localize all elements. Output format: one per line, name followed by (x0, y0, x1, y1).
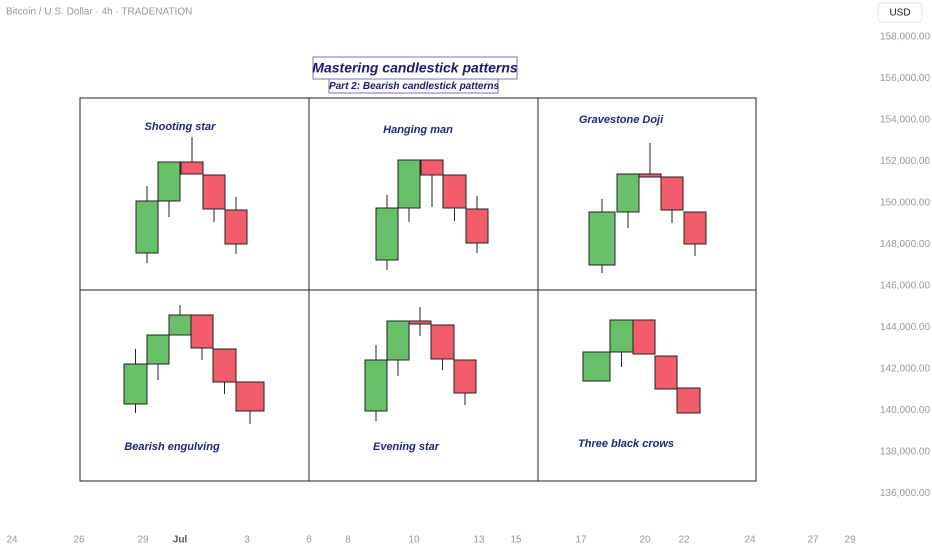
price-label: 144,000.00 (880, 322, 930, 333)
candle-body (453, 359, 477, 394)
date-label: 26 (73, 535, 85, 546)
currency[interactable]: USD (889, 8, 910, 19)
candle-body (588, 211, 616, 266)
candle-body (168, 314, 192, 336)
price-label: 148,000.00 (880, 239, 930, 250)
candle-body (397, 159, 421, 209)
candle-body (235, 381, 265, 412)
price-label: 156,000.00 (880, 73, 930, 84)
pattern-label: Bearish engulving (124, 441, 220, 453)
candle-body (676, 387, 701, 414)
date-label: 22 (678, 535, 690, 546)
symbol-header: Bitcoin / U.S. Dollar · 4h · TRADENATION (6, 7, 192, 18)
price-label: 154,000.00 (880, 115, 930, 126)
subtitle-box (328, 78, 499, 94)
date-label: 29 (844, 535, 856, 546)
candle-body (157, 161, 181, 202)
price-label: 138,000.00 (880, 447, 930, 458)
candle-body (180, 161, 204, 175)
date-label: 15 (510, 535, 522, 546)
candle-body (202, 174, 226, 210)
candle-body (430, 324, 455, 360)
candle-body (465, 208, 489, 244)
date-label: 3 (244, 535, 250, 546)
currency-box[interactable] (877, 2, 923, 23)
candle-body (408, 320, 432, 325)
pattern-label: Three black crows (578, 438, 674, 450)
date-label: 6 (306, 535, 312, 546)
date-label: 24 (6, 535, 18, 546)
date-label: 10 (408, 535, 420, 546)
date-label: 20 (639, 535, 651, 546)
date-label: 27 (807, 535, 819, 546)
pattern-label: Hanging man (383, 124, 453, 136)
candle-body (638, 173, 662, 178)
candle-body (135, 200, 159, 254)
candle-body (420, 159, 444, 176)
candle-body (190, 314, 214, 349)
date-label: 13 (473, 535, 485, 546)
candle-body (616, 173, 640, 213)
pattern-label: Shooting star (145, 121, 217, 133)
candle-body (146, 334, 170, 365)
price-label: 140,000.00 (880, 405, 930, 416)
candle-body (386, 320, 410, 361)
title: Mastering candlestick patterns (312, 60, 518, 76)
price-label: 146,000.00 (880, 281, 930, 292)
candle-body (609, 319, 634, 353)
pattern-label: Evening star (373, 441, 440, 453)
price-label: 136,000.00 (880, 488, 930, 499)
price-label: 158,000.00 (880, 32, 930, 43)
candle-body (123, 363, 148, 405)
price-label: 150,000.00 (880, 198, 930, 209)
candle-body (442, 174, 467, 209)
candle-body (582, 351, 611, 382)
candle-body (224, 209, 248, 245)
date-label: 29 (137, 535, 149, 546)
candle-body (654, 355, 678, 390)
date-label: Jul (173, 535, 188, 546)
pattern-label: Gravestone Doji (579, 114, 664, 126)
candle-body (364, 359, 388, 412)
price-label: 142,000.00 (880, 364, 930, 375)
date-label: 17 (575, 535, 587, 546)
date-label: 8 (345, 535, 351, 546)
price-label: 152,000.00 (880, 156, 930, 167)
candle-body (212, 348, 237, 383)
candle-body (683, 211, 707, 245)
candle-body (632, 319, 656, 355)
candle-body (660, 176, 684, 211)
subtitle: Part 2: Bearish candlestick patterns (329, 81, 500, 92)
date-label: 24 (744, 535, 756, 546)
candle-body (375, 207, 399, 261)
